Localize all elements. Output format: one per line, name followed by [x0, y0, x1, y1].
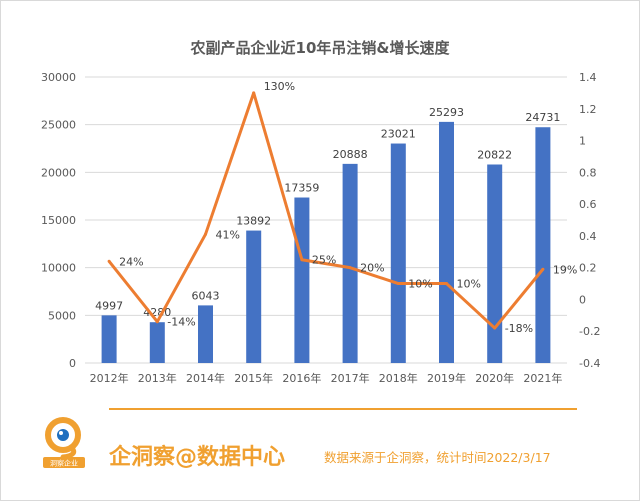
bar: [149, 322, 165, 363]
right-tick-label: 0.4: [579, 230, 597, 243]
chart-svg: 农副产品企业近10年吊注销&增长速度 0 5000 10000 15000 20000 2…: [41, 39, 600, 385]
right-tick-label: 1: [579, 135, 586, 148]
line-data-labels: 24% -14% 41% 130% 25% 20% 10% 10% -18% 19%: [119, 80, 577, 335]
line-point: [107, 259, 111, 263]
bar: [101, 315, 117, 363]
x-tick-label: 2012年: [90, 371, 129, 385]
bar-series: [101, 121, 551, 363]
left-tick-label: 5000: [48, 309, 76, 322]
growth-line: [107, 91, 545, 330]
left-tick-label: 25000: [41, 119, 76, 132]
left-tick-label: 20000: [41, 166, 76, 179]
bar: [294, 197, 310, 363]
bar-value-label: 23021: [381, 128, 416, 141]
line-point: [493, 326, 497, 330]
line-value-label: 25%: [312, 254, 336, 267]
bar-value-label: 24731: [525, 111, 560, 124]
line-value-label: -14%: [167, 316, 195, 329]
bar: [535, 127, 551, 363]
line-point: [300, 258, 304, 262]
line-point: [541, 267, 545, 271]
source-note: 数据来源于企洞察，统计时间2022/3/17: [324, 450, 551, 465]
bar: [342, 163, 358, 363]
right-tick-label: 0: [579, 293, 586, 306]
bar-value-label: 13892: [236, 215, 271, 228]
x-tick-label: 2020年: [475, 371, 514, 385]
brand-logo-icon: 洞察企业: [43, 417, 85, 468]
x-tick-label: 2016年: [282, 371, 321, 385]
line-point: [396, 282, 400, 286]
line-point: [155, 320, 159, 324]
left-tick-label: 10000: [41, 262, 76, 275]
brand-logo-text: 洞察企业: [50, 459, 78, 468]
right-tick-label: -0.4: [579, 357, 600, 370]
right-tick-label: 0.8: [579, 166, 597, 179]
x-axis-ticks: 2012年 2013年 2014年 2015年 2016年 2017年 2018年 2019年…: [90, 371, 563, 385]
line-point: [252, 91, 256, 95]
bar: [487, 164, 503, 363]
x-tick-label: 2013年: [138, 371, 177, 385]
x-tick-label: 2019年: [427, 371, 466, 385]
right-tick-label: -0.2: [579, 325, 600, 338]
line-value-label: 19%: [553, 263, 577, 276]
line-point: [348, 266, 352, 270]
bar-value-label: 17359: [284, 182, 319, 195]
bar-value-label: 20822: [477, 148, 512, 161]
x-tick-label: 2017年: [331, 371, 370, 385]
right-tick-label: 0.6: [579, 198, 597, 211]
bar-value-label: 6043: [192, 289, 220, 302]
brand-name: 企洞察@数据中心: [109, 445, 286, 470]
left-tick-label: 15000: [41, 214, 76, 227]
right-tick-label: 1.2: [579, 103, 597, 116]
right-tick-label: 0.2: [579, 262, 597, 275]
line-value-label: 24%: [119, 255, 143, 268]
bar-value-label: 4997: [95, 299, 123, 312]
bar: [198, 305, 213, 363]
line-series: [107, 91, 545, 330]
bar: [439, 121, 454, 363]
line-point: [204, 232, 207, 236]
left-tick-label: 0: [69, 357, 76, 370]
right-tick-label: 1.4: [579, 71, 597, 84]
right-axis-ticks: -0.4 -0.2 0 0.2 0.4 0.6 0.8 1 1.2 1.4: [579, 71, 600, 370]
x-tick-label: 2018年: [379, 371, 418, 385]
line-value-label: 41%: [216, 228, 240, 241]
line-value-label: 10%: [457, 278, 481, 291]
chart-title: 农副产品企业近10年吊注销&增长速度: [190, 39, 451, 57]
line-value-label: 10%: [408, 278, 432, 291]
gridlines: [85, 76, 567, 364]
left-tick-label: 30000: [41, 71, 76, 84]
line-value-label: 130%: [264, 80, 295, 93]
line-value-label: 20%: [360, 262, 384, 275]
x-tick-label: 2014年: [186, 371, 225, 385]
bar: [390, 143, 406, 363]
bar-value-label: 25293: [429, 106, 464, 119]
x-tick-label: 2021年: [523, 371, 562, 385]
x-tick-label: 2015年: [234, 371, 273, 385]
bar: [246, 230, 262, 363]
bar-value-label: 20888: [333, 148, 368, 161]
line-point: [445, 282, 448, 286]
left-axis-ticks: 0 5000 10000 15000 20000 25000 30000: [41, 71, 76, 370]
footer-divider: [109, 408, 577, 410]
line-value-label: -18%: [505, 322, 533, 335]
